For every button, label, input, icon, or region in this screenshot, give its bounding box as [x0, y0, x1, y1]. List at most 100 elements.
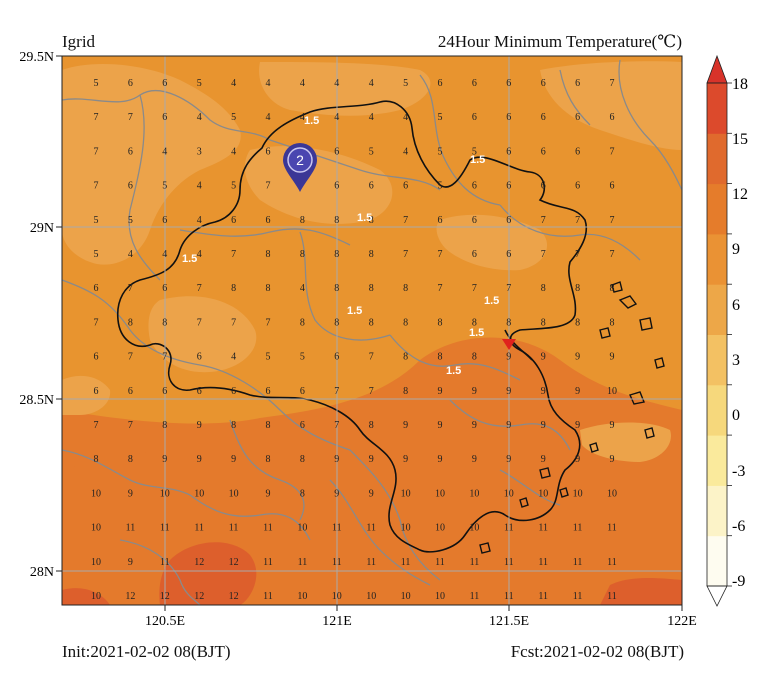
grid-value: 6	[575, 181, 580, 192]
map-area[interactable]: 5 6 6 5 4 4 4 4 4 5 6 6 6 6 6 7 7 7 6 4 5 4 4 4 4 4 5 6 6 6 6 6 7 6 4 3 4 6 7 6…	[62, 56, 682, 605]
grid-value: 4	[197, 249, 202, 260]
grid-value: 11	[298, 557, 308, 568]
grid-value: 9	[197, 454, 202, 465]
district-boundary	[116, 100, 588, 553]
grid-value: 5	[438, 112, 443, 123]
grid-value: 6	[506, 112, 511, 123]
colorbar-label: 6	[732, 297, 740, 314]
grid-value: 8	[300, 249, 305, 260]
grid-value: 4	[300, 283, 305, 294]
grid-value: 10	[401, 591, 411, 602]
grid-value: 9	[610, 454, 615, 465]
grid-value: 9	[506, 454, 511, 465]
grid-value: 9	[438, 454, 443, 465]
grid-value: 6	[197, 352, 202, 363]
grid-value: 8	[541, 317, 546, 328]
grid-value: 6	[94, 386, 99, 397]
lat-label: 28N	[30, 565, 54, 580]
grid-value: 8	[369, 317, 374, 328]
grid-value: 8	[162, 317, 167, 328]
grid-value: 7	[94, 181, 99, 192]
grid-value: 8	[506, 317, 511, 328]
grid-value: 6	[128, 146, 133, 157]
grid-value: 6	[438, 78, 443, 89]
grid-value: 12	[229, 591, 239, 602]
colorbar-swatch	[707, 183, 727, 235]
colorbar-label: 15	[732, 131, 748, 148]
grid-value: 10	[573, 488, 583, 499]
grid-value: 5	[94, 249, 99, 260]
grid-value: 10	[229, 488, 239, 499]
islands	[479, 281, 665, 554]
grid-value: 9	[575, 386, 580, 397]
grid-value: 7	[128, 352, 133, 363]
grid-value: 10	[401, 488, 411, 499]
pin-label: 2	[296, 152, 304, 168]
grid-value: 7	[610, 215, 615, 226]
grid-value: 5	[300, 352, 305, 363]
grid-value: 9	[128, 488, 133, 499]
grid-value: 9	[472, 386, 477, 397]
grid-value: 5	[197, 78, 202, 89]
grid-value: 8	[472, 352, 477, 363]
grid-value: 6	[541, 112, 546, 123]
contour-label: 1.5	[357, 212, 372, 224]
grid-value: 11	[366, 557, 376, 568]
grid-value: 3	[197, 146, 202, 157]
grid-value: 11	[332, 557, 342, 568]
grid-value: 11	[607, 557, 617, 568]
map-pin-icon[interactable]: 2	[283, 143, 317, 192]
grid-value: 6	[94, 352, 99, 363]
grid-value: 6	[266, 146, 271, 157]
grid-value: 8	[94, 454, 99, 465]
grid-value: 7	[334, 386, 339, 397]
grid-value: 4	[266, 112, 271, 123]
grid-value: 9	[403, 454, 408, 465]
grid-value: 10	[91, 557, 101, 568]
grid-value: 7	[541, 249, 546, 260]
grid-value: 4	[197, 181, 202, 192]
grid-value: 8	[369, 249, 374, 260]
grid-value: 4	[300, 78, 305, 89]
grid-value: 6	[266, 386, 271, 397]
grid-value: 6	[541, 146, 546, 157]
grid-value: 8	[438, 317, 443, 328]
grid-value: 8	[266, 454, 271, 465]
grid-value: 7	[94, 317, 99, 328]
grid-value: 8	[403, 283, 408, 294]
grid-value: 10	[435, 523, 445, 534]
grid-value: 5	[438, 146, 443, 157]
colorbar-label: 3	[732, 352, 740, 369]
colorbar-swatch	[707, 535, 727, 587]
contour-label: 1.5	[347, 305, 362, 317]
grid-value: 10	[297, 523, 307, 534]
grid-value: 9	[575, 454, 580, 465]
grid-value: 7	[610, 249, 615, 260]
grid-value: 8	[266, 420, 271, 431]
grid-value: 8	[300, 488, 305, 499]
grid-value: 7	[506, 283, 511, 294]
grid-value: 5	[128, 215, 133, 226]
grid-value: 6	[162, 112, 167, 123]
grid-value: 7	[541, 215, 546, 226]
lon-label: 121E	[322, 614, 352, 629]
contour-label: 1.5	[446, 365, 461, 377]
grid-value: 7	[266, 317, 271, 328]
grid-value: 8	[472, 317, 477, 328]
grid-value: 8	[300, 317, 305, 328]
grid-value: 8	[300, 454, 305, 465]
grid-value: 8	[610, 283, 615, 294]
grid-value: 7	[403, 249, 408, 260]
colorbar-label: 0	[732, 407, 740, 424]
grid-value: 6	[162, 386, 167, 397]
grid-value: 7	[266, 181, 271, 192]
grid-value: 8	[403, 386, 408, 397]
contour-label: 1.5	[469, 327, 484, 339]
grid-value: 6	[162, 78, 167, 89]
station-marker-icon[interactable]	[502, 339, 516, 350]
grid-value: 11	[538, 523, 548, 534]
map-title: 24Hour Minimum Temperature(℃)	[437, 32, 682, 51]
grid-value: 4	[369, 78, 374, 89]
grid-value: 8	[369, 215, 374, 226]
grid-value: 9	[369, 488, 374, 499]
